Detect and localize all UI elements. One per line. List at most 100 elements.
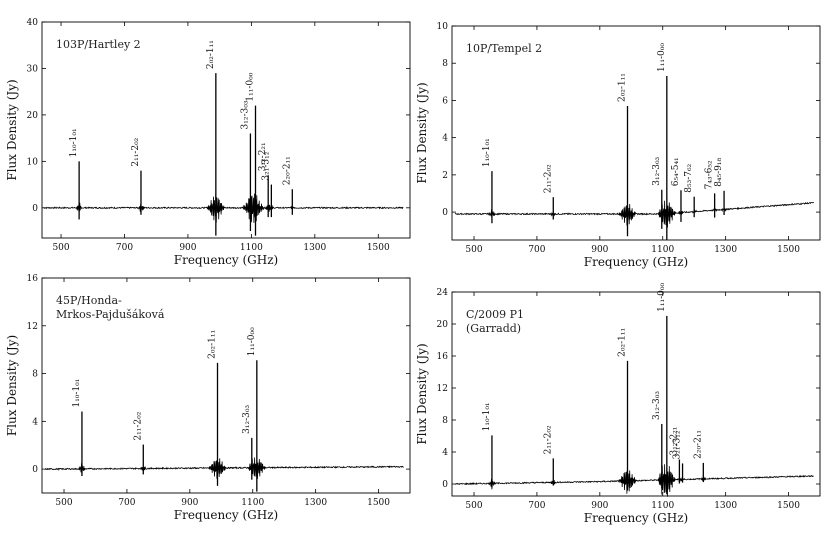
x-axis-label: Frequency (GHz): [174, 253, 278, 267]
y-axis-label: Flux Density (Jy): [5, 335, 19, 436]
line-label: 7₄₃-6₅₂: [705, 160, 715, 189]
line-label: 3₁₂-3₀₃: [240, 100, 250, 129]
line-label: 8₄₅-9₁₈: [714, 157, 724, 186]
x-axis-label: Frequency (GHz): [174, 508, 278, 522]
x-tick-label: 900: [591, 245, 608, 255]
y-tick-label: 40: [27, 18, 39, 28]
spectrum-trace: [454, 460, 814, 497]
plot-frame: [451, 25, 821, 241]
x-tick-label: 900: [591, 501, 608, 511]
line-label: 1₁₀-1₀₁: [72, 379, 82, 408]
y-tick-label: 20: [27, 111, 39, 121]
line-label: 3₁₂-3₀₃: [242, 405, 252, 434]
line-label: 2₀₂-1₁₁: [618, 73, 628, 102]
y-tick-label: 30: [27, 64, 39, 74]
x-tick-label: 700: [116, 243, 133, 253]
x-tick-label: 900: [179, 243, 196, 253]
y-tick-label: 0: [442, 480, 448, 490]
panel-4: 500 700 900 1100 1300 1500 0 4 8 12 16 20 24 Frequenc…: [415, 283, 821, 525]
line-label: 1₁₁-0₀₀: [657, 283, 667, 312]
line-label: 1₁₁-0₀₀: [246, 72, 256, 101]
y-tick-label: 12: [437, 384, 448, 394]
line-label: 2₁₁-2₀₂: [133, 411, 143, 440]
y-tick-label: 10: [437, 22, 449, 32]
spectrum-trace: [454, 196, 814, 228]
x-tick-label: 700: [528, 501, 545, 511]
line-label: 1₁₀-1₀₁: [69, 128, 79, 157]
line-label: 2₁₁-2₀₂: [543, 425, 553, 454]
line-label: 1₁₁-0₀₀: [247, 327, 257, 356]
y-tick-label: 6: [442, 96, 448, 106]
x-tick-label: 500: [465, 501, 482, 511]
y-tick-label: 8: [32, 370, 38, 380]
panel-title: 45P/Honda-: [56, 294, 122, 307]
y-tick-label: 10: [27, 157, 39, 167]
x-tick-label: 500: [55, 498, 72, 508]
y-tick-label: 20: [437, 320, 449, 330]
line-label: 2₀₂-1₁₁: [618, 328, 628, 357]
y-tick-label: 0: [32, 465, 38, 475]
y-tick-label: 4: [442, 448, 448, 458]
y-tick-label: 24: [437, 288, 449, 298]
y-axis-label: Flux Density (Jy): [415, 343, 429, 444]
panel-title: 10P/Tempel 2: [466, 42, 542, 55]
spectrum-trace: [44, 455, 404, 479]
y-tick-label: 2: [442, 171, 448, 181]
y-tick-label: 16: [437, 352, 449, 362]
line-label: 6₅₄-5₄₁: [671, 157, 681, 186]
x-tick-label: 1100: [241, 498, 264, 508]
line-label: 2₂₀-2₁₁: [693, 430, 703, 459]
panel-title: 103P/Hartley 2: [56, 38, 141, 51]
panel-1: 500 700 900 1100 1300 1500 0 10 20 30 40 Frequency …: [5, 18, 411, 267]
y-tick-label: 16: [27, 274, 39, 284]
x-tick-label: 700: [528, 245, 545, 255]
panel-title: Mrkos-Pajdušáková: [56, 308, 165, 321]
y-tick-label: 4: [32, 417, 38, 427]
plot-frame: [451, 291, 821, 497]
plot-frame: [41, 21, 411, 239]
line-label: 8₅₃-7₆₂: [684, 163, 694, 192]
line-label: 3₂₁-3₁₂: [673, 430, 683, 459]
x-axis-label: Frequency (GHz): [584, 511, 688, 525]
x-tick-label: 1300: [714, 501, 737, 511]
line-label: 2₁₁-2₀₂: [543, 164, 553, 193]
x-tick-label: 1500: [777, 501, 800, 511]
x-tick-label: 900: [181, 498, 198, 508]
line-label: 3₁₂-2₂₁: [258, 142, 268, 171]
y-axis-label: Flux Density (Jy): [415, 82, 429, 183]
panel-3: 500 700 900 1100 1300 1500 0 4 8 12 16 Frequency (G…: [5, 274, 411, 522]
x-tick-label: 1500: [367, 243, 390, 253]
x-tick-label: 700: [118, 498, 135, 508]
y-axis-label: Flux Density (Jy): [5, 79, 19, 180]
line-label: 3₁₂-3₀₃: [652, 391, 662, 420]
spectrum-trace: [43, 192, 404, 223]
panel-title: C/2009 P1: [466, 308, 524, 321]
y-tick-label: 12: [27, 322, 38, 332]
x-tick-label: 1500: [777, 245, 800, 255]
x-tick-label: 1300: [714, 245, 737, 255]
line-label: 2₀₂-1₁₁: [208, 330, 218, 359]
plot-frame: [41, 277, 411, 494]
x-tick-label: 1100: [240, 243, 263, 253]
line-label: 3₂₁-3₁₂: [261, 151, 271, 180]
line-label: 2₁₁-2₀₂: [131, 137, 141, 166]
x-tick-label: 1100: [651, 245, 674, 255]
y-tick-label: 4: [442, 134, 448, 144]
x-tick-label: 1300: [303, 243, 326, 253]
line-label: 2₂₀-2₁₁: [282, 156, 292, 185]
x-tick-label: 1100: [651, 501, 674, 511]
x-tick-label: 500: [52, 243, 69, 253]
line-label: 1₁₁-0₀₀: [657, 43, 667, 72]
y-tick-label: 8: [442, 59, 448, 69]
x-axis-label: Frequency (GHz): [584, 255, 688, 269]
x-tick-label: 1300: [304, 498, 327, 508]
panel-2: 500 700 900 1100 1300 1500 0 2 4 6 8 10 Frequency (G…: [415, 22, 821, 269]
line-label: 2₀₂-1₁₁: [206, 40, 216, 69]
line-label: 1₁₀-1₀₁: [482, 138, 492, 167]
line-label: 3₁₂-2₂₁: [669, 427, 679, 456]
line-label: 1₁₀-1₀₁: [482, 402, 492, 431]
x-tick-label: 500: [465, 245, 482, 255]
y-tick-label: 0: [442, 208, 448, 218]
x-tick-label: 1500: [367, 498, 390, 508]
